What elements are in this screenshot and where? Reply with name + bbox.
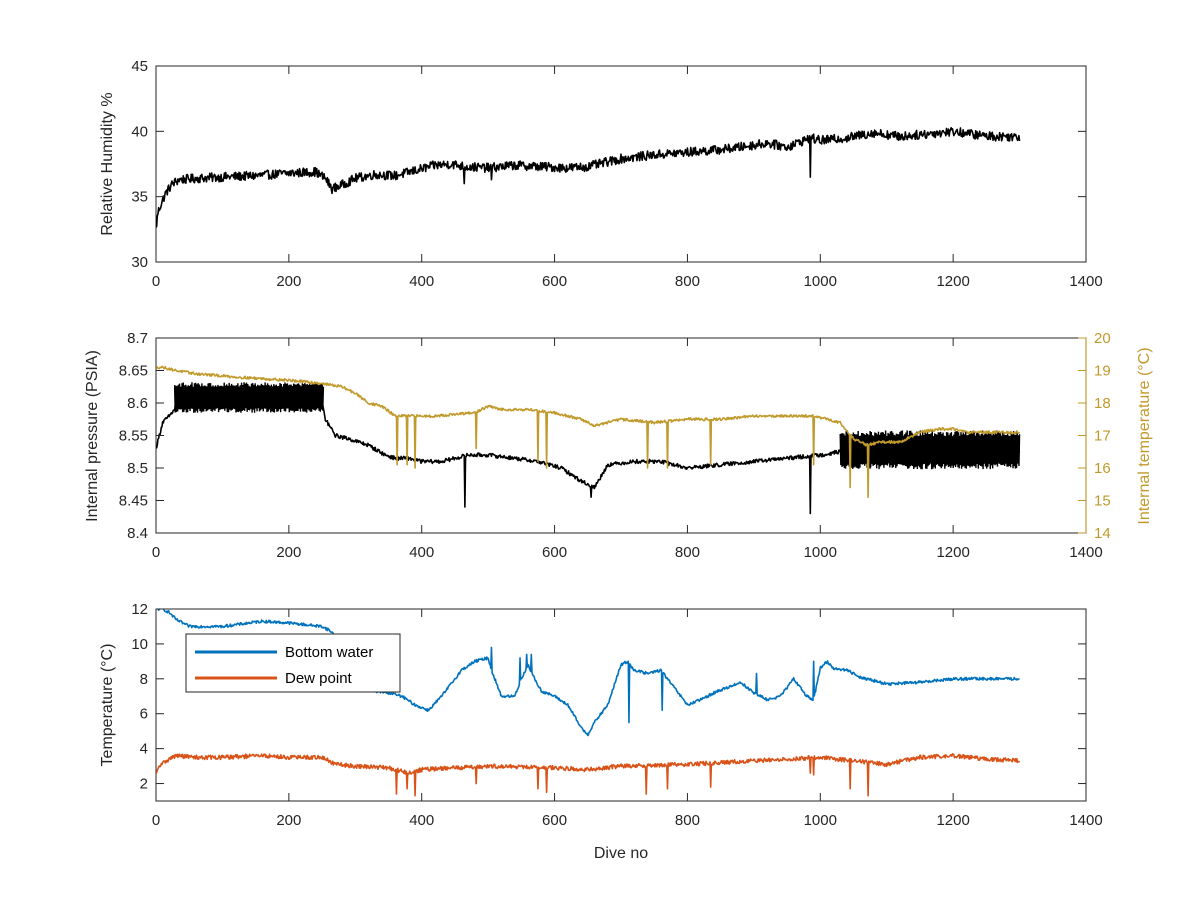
y-tick-label: 10 (131, 636, 148, 653)
dew-point-line (156, 753, 1021, 797)
temperature-y2-axis-label: Internal temperature (°C) (1136, 347, 1153, 524)
y-tick-label: 45 (131, 58, 148, 75)
legend-box (185, 633, 401, 693)
x-tick-label: 600 (542, 812, 567, 829)
y-tick-label: 40 (131, 123, 148, 140)
temperature-y-ticks: 2 4 6 8 10 12 (131, 601, 1086, 793)
x-tick-label: 400 (409, 273, 434, 290)
temperature-y-axis-label: Temperature (°C) (99, 644, 116, 767)
x-tick-label: 1000 (804, 544, 837, 561)
x-tick-label: 800 (675, 544, 700, 561)
x-tick-label: 1200 (936, 812, 969, 829)
y-tick-label: 8.6 (127, 395, 148, 412)
x-tick-label: 0 (152, 544, 160, 561)
x-tick-label: 400 (409, 544, 434, 561)
y-tick-label: 8.45 (119, 493, 148, 510)
y-tick-label: 35 (131, 189, 148, 206)
x-tick-label: 1200 (936, 273, 969, 290)
humidity-data-layer (156, 126, 1021, 228)
y-tick-label: 6 (140, 706, 148, 723)
y2-tick-label: 18 (1094, 395, 1111, 412)
humidity-y-ticks: 30 35 40 45 (131, 58, 1086, 271)
x-tick-label: 200 (276, 544, 301, 561)
x-tick-label: 400 (409, 812, 434, 829)
legend-label-dew-point: Dew point (285, 670, 353, 687)
temperature-x-ticks: 0 200 400 600 800 1000 1200 1400 (152, 609, 1103, 829)
y-tick-label: 8.5 (127, 460, 148, 477)
y2-tick-label: 20 (1094, 330, 1111, 347)
y-tick-label: 12 (131, 601, 148, 618)
pressure-y-axis-label: Internal pressure (PSIA) (84, 350, 101, 522)
y2-tick-label: 14 (1094, 525, 1111, 542)
temperature-panel: 0 200 400 600 800 1000 1200 1400 2 4 6 8 10 12 Tempe… (99, 601, 1103, 862)
humidity-series-1-line (156, 126, 1021, 228)
y-tick-label: 8.65 (119, 363, 148, 380)
x-axis-label: Dive no (594, 845, 648, 862)
y2-tick-label: 17 (1094, 428, 1111, 445)
x-tick-label: 1400 (1069, 273, 1102, 290)
pressure-series-2-line (156, 365, 1021, 499)
humidity-y-axis-label: Relative Humidity % (99, 92, 116, 235)
y-tick-label: 8.7 (127, 330, 148, 347)
x-tick-label: 200 (276, 812, 301, 829)
pressure-y-ticks: 8.4 8.45 8.5 8.55 8.6 8.65 8.7 (119, 330, 164, 542)
y2-tick-label: 16 (1094, 460, 1111, 477)
x-tick-label: 800 (675, 273, 700, 290)
x-tick-label: 1000 (804, 812, 837, 829)
y-tick-label: 4 (140, 741, 148, 758)
y-tick-label: 2 (140, 776, 148, 793)
x-tick-label: 1200 (936, 544, 969, 561)
humidity-panel: 0 200 400 600 800 1000 1200 1400 30 35 40 45 Relat… (99, 58, 1103, 290)
x-tick-label: 0 (152, 273, 160, 290)
pressure-x-ticks: 0 200 400 600 800 1000 1200 1400 (152, 338, 1103, 561)
x-tick-label: 800 (675, 812, 700, 829)
y-tick-label: 8.4 (127, 525, 148, 542)
pressure-panel: 0 200 400 600 800 1000 1200 1400 8.4 8.45 8.5 8.55… (84, 330, 1153, 561)
temperature-data-layer (156, 609, 1021, 797)
pressure-series-1-oscillation-band (173, 382, 325, 413)
x-tick-label: 600 (542, 273, 567, 290)
x-tick-label: 1400 (1069, 812, 1102, 829)
y2-tick-label: 19 (1094, 363, 1111, 380)
y-tick-label: 30 (131, 254, 148, 271)
humidity-plot-area (155, 65, 1087, 263)
legend-label-bottom-water: Bottom water (285, 644, 373, 661)
pressure-data-layer (156, 365, 1021, 515)
y2-tick-label: 15 (1094, 493, 1111, 510)
x-tick-label: 1000 (804, 273, 837, 290)
y-tick-label: 8.55 (119, 428, 148, 445)
y-tick-label: 8 (140, 671, 148, 688)
bottom-water-line (156, 609, 1020, 737)
pressure-y2-ticks: 14 15 16 17 18 19 20 (1078, 330, 1111, 542)
x-tick-label: 1400 (1069, 544, 1102, 561)
x-tick-label: 0 (152, 812, 160, 829)
legend: Bottom water Dew point (185, 633, 401, 693)
humidity-x-ticks: 0 200 400 600 800 1000 1200 1400 (152, 66, 1103, 290)
x-tick-label: 600 (542, 544, 567, 561)
x-tick-label: 200 (276, 273, 301, 290)
